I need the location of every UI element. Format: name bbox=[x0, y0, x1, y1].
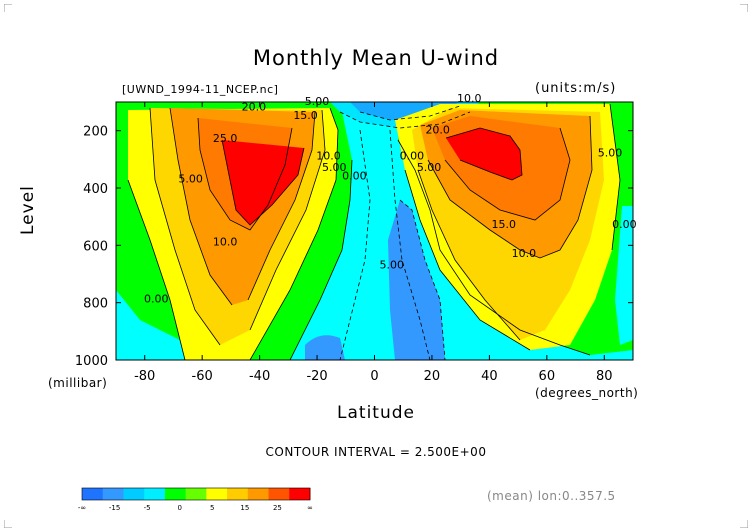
fill-band-25plus-north bbox=[446, 128, 522, 180]
x-tick-label: -40 bbox=[249, 369, 270, 384]
colorbar-swatch bbox=[247, 488, 270, 500]
contour-label: 5.00 bbox=[322, 161, 347, 174]
colorbar-swatch bbox=[123, 488, 145, 500]
x-axis-title: Latitude bbox=[337, 403, 415, 423]
y-axis-units: (millibar) bbox=[48, 376, 108, 390]
x-tick-label: 20 bbox=[424, 369, 441, 384]
x-tick-label: -20 bbox=[306, 369, 327, 384]
contour-label: 10.0 bbox=[213, 235, 238, 248]
chart-title: Monthly Mean U-wind bbox=[252, 46, 500, 70]
averaging-info-text: (mean) lon:0..357.5 bbox=[487, 489, 616, 503]
x-tick-label: 0 bbox=[370, 369, 378, 384]
colorbar-swatch bbox=[144, 488, 166, 500]
contour-label: 20.0 bbox=[425, 124, 450, 137]
contour-label: 20.0 bbox=[242, 101, 267, 114]
colorbar-swatch bbox=[289, 488, 311, 500]
contour-label: 10.0 bbox=[457, 92, 482, 105]
contour-interval-text: CONTOUR INTERVAL = 2.500E+00 bbox=[265, 445, 487, 459]
fill-band-neg-top-core bbox=[350, 102, 460, 120]
units-label: (units:m/s) bbox=[535, 81, 617, 96]
fill-band-neg-southpole bbox=[116, 290, 190, 360]
x-tick-label: 80 bbox=[596, 369, 613, 384]
colorbar-label: 0 bbox=[177, 504, 181, 512]
contour-label: 5.00 bbox=[417, 161, 442, 174]
source-file-label: [UWND_1994-11_NCEP.nc] bbox=[122, 83, 279, 96]
contour-label: 0.00 bbox=[144, 293, 169, 306]
x-tick-label: 60 bbox=[539, 369, 556, 384]
colorbar-label: -15 bbox=[109, 504, 120, 512]
colorbar-swatch bbox=[185, 488, 207, 500]
fill-band-neg5-north bbox=[388, 200, 445, 360]
contour-label: 10.0 bbox=[512, 247, 537, 260]
contour-label: 15.0 bbox=[293, 109, 318, 122]
colorbar-swatch bbox=[227, 488, 249, 500]
axis-ticks: -80 -60 -40 -20 0 20 40 60 80 200 400 600 800 1000 bbox=[75, 102, 633, 384]
colorbar-swatch bbox=[268, 488, 290, 500]
colorbar: -∞ -15 -5 0 5 15 25 ∞ bbox=[78, 487, 313, 512]
contour-lines-negative bbox=[339, 105, 471, 360]
colorbar-label: 25 bbox=[273, 504, 282, 512]
y-tick-label: 200 bbox=[83, 125, 108, 140]
contour-label: 0.00 bbox=[400, 149, 425, 162]
colorbar-label: ∞ bbox=[307, 504, 313, 512]
contour-labels: 20.015.025.05.0010.00.0010.05.000.005.00… bbox=[144, 92, 637, 306]
contour-label: 0.00 bbox=[342, 169, 367, 182]
colorbar-label: -∞ bbox=[78, 504, 86, 512]
fill-band-neg5-south bbox=[305, 335, 345, 360]
y-tick-label: 600 bbox=[83, 239, 108, 254]
fill-band-neg-tropics bbox=[290, 102, 633, 360]
contour-label: 0.00 bbox=[612, 218, 637, 231]
x-axis-units: (degrees_north) bbox=[535, 386, 639, 400]
colorbar-swatch bbox=[82, 488, 104, 500]
colorbar-frame bbox=[81, 487, 311, 501]
x-tick-label: -80 bbox=[134, 369, 155, 384]
colorbar-swatch bbox=[164, 488, 187, 500]
colorbar-label: 5 bbox=[210, 504, 214, 512]
fill-band-neg-northpole bbox=[615, 206, 633, 345]
x-tick-label: -60 bbox=[192, 369, 213, 384]
contour-label: 15.0 bbox=[492, 218, 517, 231]
colorbar-label: 15 bbox=[240, 504, 249, 512]
contour-label: 5.00 bbox=[178, 172, 203, 185]
y-tick-label: 400 bbox=[83, 182, 108, 197]
fill-band-25plus-south bbox=[222, 140, 304, 225]
contour-label: 5.00 bbox=[598, 146, 623, 159]
y-tick-label: 1000 bbox=[75, 354, 108, 369]
contour-fill-group bbox=[116, 102, 633, 360]
x-tick-label: 40 bbox=[481, 369, 498, 384]
contour-label: 5.00 bbox=[379, 258, 404, 271]
colorbar-label: -5 bbox=[144, 504, 151, 512]
contour-lines bbox=[127, 103, 621, 360]
contour-label: 5.00 bbox=[305, 95, 330, 108]
colorbar-swatch bbox=[206, 488, 228, 500]
y-tick-label: 800 bbox=[83, 297, 108, 312]
contour-label: 25.0 bbox=[213, 132, 238, 145]
contour-label: 10.0 bbox=[316, 149, 341, 162]
colorbar-swatch bbox=[102, 488, 124, 500]
